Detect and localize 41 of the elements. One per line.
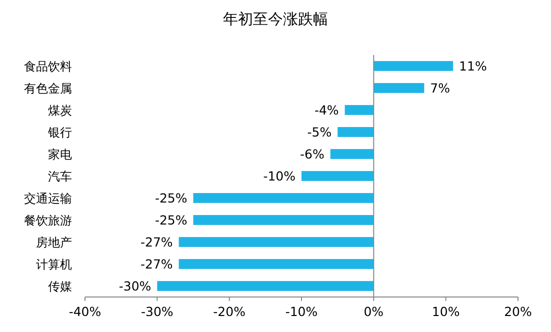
x-tick-label: -20% (213, 304, 246, 319)
bar (374, 83, 424, 93)
y-tick-label: 家电 (48, 148, 72, 162)
y-tick-label: 计算机 (36, 258, 72, 272)
bar (330, 149, 374, 159)
data-label: 7% (430, 80, 450, 96)
y-tick-label: 传媒 (48, 280, 72, 294)
data-label: -5% (307, 124, 332, 140)
y-tick-label: 有色金属 (24, 82, 72, 96)
x-tick-label: 0% (364, 304, 384, 319)
bar (193, 193, 374, 203)
y-tick-label: 食品饮料 (24, 60, 72, 74)
bar (178, 237, 374, 247)
data-label: -27% (140, 234, 173, 250)
bar (374, 61, 454, 71)
y-tick-label: 房地产 (36, 236, 72, 250)
x-tick-label: 20% (504, 304, 532, 319)
x-tick-label: -30% (141, 304, 174, 319)
y-tick-label: 银行 (47, 126, 72, 140)
y-tick-label: 汽车 (48, 170, 72, 184)
bar (338, 127, 374, 137)
data-label: -4% (314, 102, 339, 118)
bar (193, 215, 374, 225)
bar (178, 259, 374, 269)
data-label: -6% (300, 146, 324, 162)
data-label: -27% (140, 256, 173, 272)
data-label: -25% (154, 190, 188, 206)
data-label: 11% (459, 58, 487, 74)
y-tick-label: 煤炭 (48, 104, 72, 118)
bar (344, 105, 374, 115)
x-tick-label: -10% (285, 304, 318, 319)
data-label: -30% (118, 278, 152, 294)
bar (302, 171, 374, 181)
x-tick-label: -40% (68, 304, 102, 319)
chart-title: 年初至今涨跌幅 (223, 10, 328, 28)
y-tick-label: 餐饮旅游 (24, 214, 72, 228)
data-label: -10% (263, 168, 296, 184)
x-tick-label: 10% (432, 304, 460, 319)
y-tick-label: 交通运输 (24, 192, 72, 206)
bar (157, 281, 374, 291)
data-label: -25% (154, 212, 188, 228)
